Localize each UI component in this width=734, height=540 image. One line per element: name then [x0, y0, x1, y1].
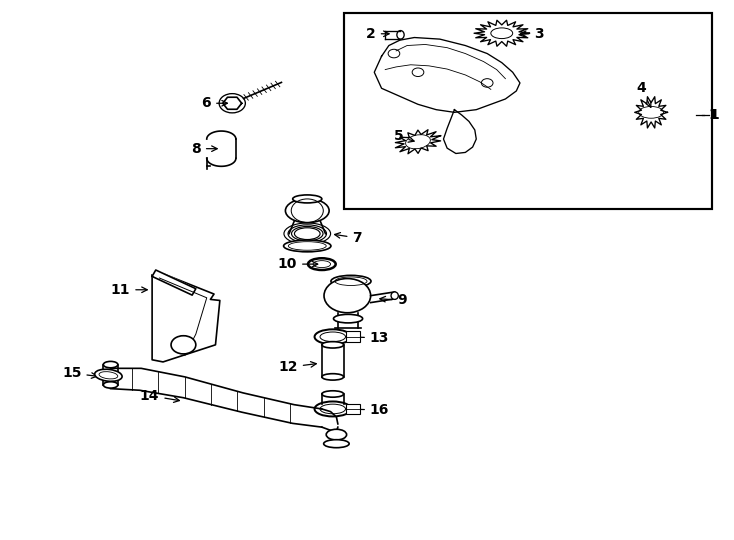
- Ellipse shape: [331, 275, 371, 287]
- Text: 7: 7: [335, 231, 362, 245]
- Polygon shape: [152, 274, 220, 362]
- Ellipse shape: [321, 391, 344, 397]
- Text: 11: 11: [111, 283, 148, 297]
- Bar: [346, 403, 360, 414]
- Ellipse shape: [324, 440, 349, 448]
- Text: 13: 13: [352, 331, 389, 345]
- Ellipse shape: [293, 195, 321, 203]
- Ellipse shape: [286, 199, 329, 222]
- Ellipse shape: [321, 342, 344, 348]
- Text: 5: 5: [393, 130, 414, 144]
- Polygon shape: [152, 270, 196, 295]
- Ellipse shape: [326, 429, 346, 440]
- Ellipse shape: [315, 329, 351, 345]
- Text: 4: 4: [636, 82, 651, 107]
- Text: 1: 1: [710, 108, 719, 122]
- Circle shape: [324, 279, 371, 313]
- Ellipse shape: [283, 240, 331, 252]
- Text: 16: 16: [352, 403, 389, 417]
- Ellipse shape: [95, 369, 122, 381]
- Ellipse shape: [333, 314, 363, 323]
- Text: 8: 8: [191, 141, 217, 156]
- Ellipse shape: [315, 401, 351, 416]
- Ellipse shape: [308, 258, 335, 270]
- Text: 1: 1: [708, 108, 718, 122]
- Ellipse shape: [103, 382, 118, 388]
- Ellipse shape: [391, 292, 399, 299]
- Text: 9: 9: [379, 293, 407, 307]
- Ellipse shape: [103, 361, 118, 368]
- Text: 6: 6: [202, 96, 228, 110]
- Ellipse shape: [321, 374, 344, 380]
- Text: 3: 3: [520, 27, 544, 41]
- Bar: [346, 332, 360, 342]
- Bar: [344, 14, 711, 208]
- Text: 10: 10: [277, 257, 318, 271]
- Text: 2: 2: [366, 27, 389, 41]
- Circle shape: [171, 336, 196, 354]
- Text: 14: 14: [140, 389, 179, 403]
- Text: 15: 15: [62, 366, 97, 380]
- Text: 12: 12: [278, 360, 316, 374]
